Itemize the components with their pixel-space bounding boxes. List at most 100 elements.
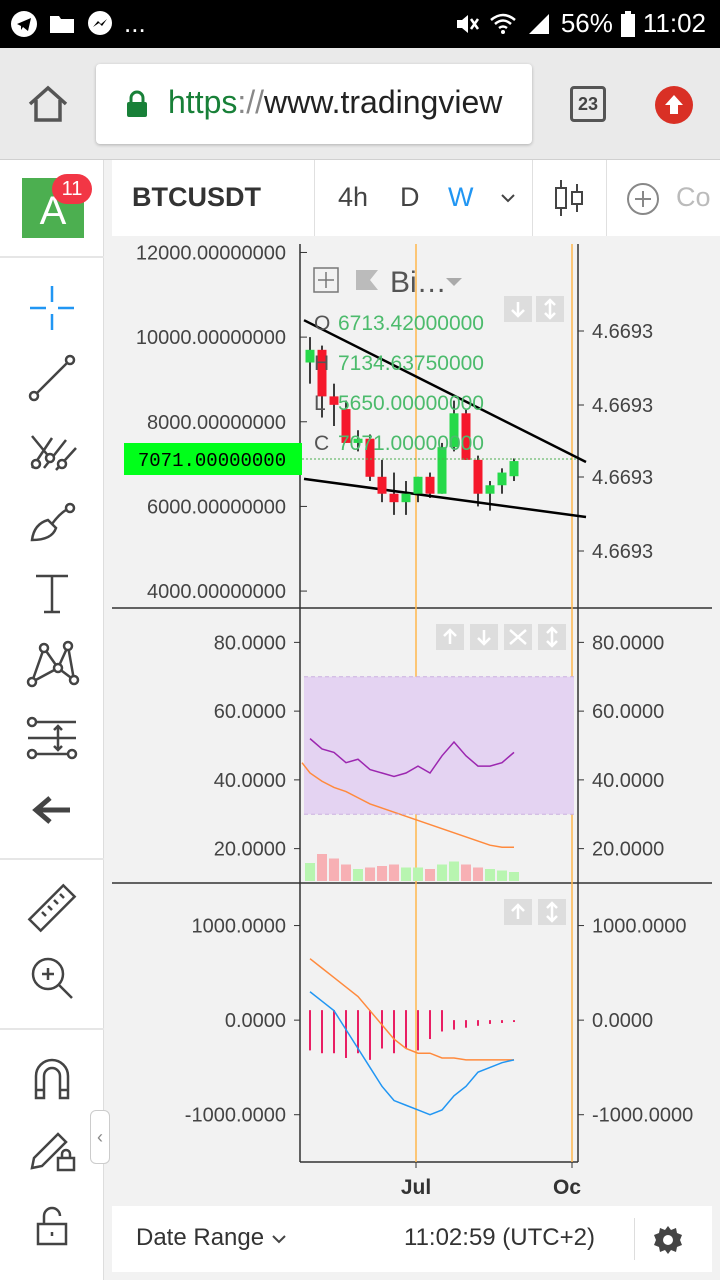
rsi-band xyxy=(304,676,574,815)
timeframe-d[interactable]: D xyxy=(400,182,420,212)
volume-bar xyxy=(389,864,399,881)
wifi-icon xyxy=(490,13,516,34)
volume-ma-line xyxy=(301,762,514,848)
chevron-down-icon[interactable] xyxy=(498,188,518,208)
lock-drawings-icon[interactable] xyxy=(22,1120,82,1180)
candle-body xyxy=(317,349,327,397)
legend-close-label: C xyxy=(314,432,329,455)
candles-icon[interactable] xyxy=(552,178,586,218)
rsi-tick-label: 60.0000 xyxy=(592,701,664,723)
url-bar[interactable]: https://www.tradingview xyxy=(96,64,532,144)
arrow-up-icon xyxy=(511,903,525,919)
volume-bar xyxy=(305,863,315,881)
chart-area[interactable]: 12000.00000000 10000.00000000 8000.0000000… xyxy=(112,242,712,1199)
legend-open-value: 6713.42000000 xyxy=(338,312,484,335)
status-dots: ... xyxy=(124,8,146,38)
url-separator: :// xyxy=(237,84,265,120)
trendline-lower xyxy=(303,477,587,519)
chart-svg[interactable]: 12000.00000000 10000.00000000 8000.0000000… xyxy=(112,242,712,1199)
macd-line xyxy=(309,991,515,1116)
trend-line-icon[interactable] xyxy=(22,348,82,408)
back-arrow-icon[interactable] xyxy=(22,780,82,840)
candle-body xyxy=(425,476,435,494)
status-time: 11:02 xyxy=(642,8,706,38)
volume-bar xyxy=(353,869,363,881)
zoom-in-icon[interactable] xyxy=(22,948,82,1008)
volume-bar xyxy=(365,867,375,881)
header-divider xyxy=(314,160,315,236)
lock-icon xyxy=(127,90,147,117)
legend-expand-icon[interactable] xyxy=(313,267,339,293)
rsi-tick-label: 40.0000 xyxy=(214,770,286,792)
candle-body xyxy=(473,459,483,494)
timeframe-w[interactable]: W xyxy=(448,182,474,212)
volume-bar xyxy=(317,854,327,881)
volume-bar xyxy=(413,867,423,881)
candle-body xyxy=(461,413,471,460)
gear-icon[interactable] xyxy=(652,1224,684,1256)
macd-tick-label: 0.0000 xyxy=(225,1010,286,1032)
rsi-tick-label: 60.0000 xyxy=(214,701,286,723)
rsi-tick-label: 20.0000 xyxy=(592,839,664,861)
rsi-tick-label: 40.0000 xyxy=(592,770,664,792)
text-tool-icon[interactable] xyxy=(22,562,82,622)
crosshair-icon[interactable] xyxy=(22,278,82,338)
prediction-icon[interactable] xyxy=(22,708,82,768)
legend-high-label: H xyxy=(314,352,329,375)
header-divider xyxy=(606,160,607,236)
legend-title[interactable]: Bi… xyxy=(390,266,447,299)
date-range-label: Date Range xyxy=(136,1224,265,1251)
pattern-icon[interactable] xyxy=(22,634,82,694)
chart-header: BTCUSDT 4h D W Co xyxy=(112,160,720,236)
right-tick-label: 4.6693 xyxy=(592,395,653,417)
flag-icon[interactable] xyxy=(356,270,378,290)
pitchfork-icon[interactable] xyxy=(22,418,82,478)
signal-icon xyxy=(528,13,549,34)
tab-switcher-button[interactable]: 23 xyxy=(570,86,606,122)
bottom-divider xyxy=(634,1218,635,1260)
update-button[interactable] xyxy=(655,86,693,124)
compare-plus-icon[interactable] xyxy=(626,182,660,216)
drawing-toolbar: A 11 xyxy=(0,160,104,1280)
right-tick-label: 4.6693 xyxy=(592,541,653,563)
battery-icon xyxy=(620,10,635,37)
legend-low-label: L xyxy=(314,392,326,415)
telegram-icon xyxy=(11,10,37,37)
legend-expand-icon xyxy=(318,272,334,288)
volume-bar xyxy=(485,869,495,881)
trendline-upper xyxy=(303,319,587,464)
macd-tick-label: 1000.0000 xyxy=(592,916,687,938)
volume-bar xyxy=(341,864,351,881)
macd-tick-label: -1000.0000 xyxy=(592,1105,693,1127)
home-icon[interactable] xyxy=(26,82,70,126)
toolbar-divider xyxy=(0,256,104,258)
chevron-down-icon xyxy=(272,1235,286,1244)
compare-label[interactable]: Co xyxy=(676,182,711,212)
rsi-tick-label: 20.0000 xyxy=(214,839,286,861)
symbol-search-button[interactable]: BTCUSDT xyxy=(132,182,261,212)
macd-tick-label: -1000.0000 xyxy=(185,1105,286,1127)
candle-body xyxy=(401,493,411,503)
browser-toolbar: https://www.tradingview 23 xyxy=(0,48,720,160)
candle-body xyxy=(389,493,399,503)
date-range-button[interactable]: Date Range xyxy=(136,1224,287,1252)
volume-bar xyxy=(329,858,339,881)
price-tick-label: 12000.00000000 xyxy=(136,244,286,264)
current-price-badge xyxy=(124,443,302,475)
battery-percent: 56% xyxy=(560,8,613,38)
volume-bar xyxy=(449,861,459,881)
utc-clock[interactable]: 11:02:59 (UTC+2) xyxy=(404,1224,595,1251)
legend-open-label: O xyxy=(314,312,330,335)
timeframe-4h[interactable]: 4h xyxy=(338,182,369,212)
unlock-icon[interactable] xyxy=(22,1194,82,1254)
volume-bar xyxy=(425,869,435,881)
collapse-toolbar-button[interactable]: ‹ xyxy=(90,1110,110,1164)
chevron-down-icon[interactable] xyxy=(446,278,462,286)
ruler-icon[interactable] xyxy=(22,878,82,938)
magnet-icon[interactable] xyxy=(22,1048,82,1108)
rsi-line xyxy=(309,738,515,778)
folder-icon xyxy=(50,15,74,33)
resize-icon xyxy=(546,626,558,648)
brush-icon[interactable] xyxy=(22,490,82,550)
rsi-tick-label: 80.0000 xyxy=(592,632,664,654)
